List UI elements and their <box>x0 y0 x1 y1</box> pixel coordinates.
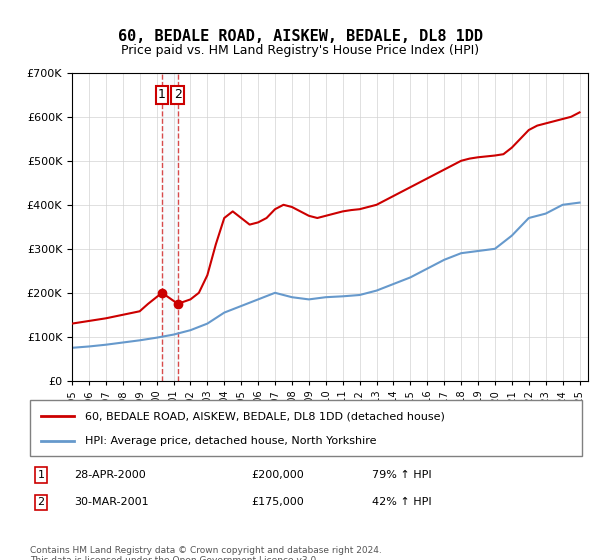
Text: £200,000: £200,000 <box>251 470 304 480</box>
Text: Contains HM Land Registry data © Crown copyright and database right 2024.
This d: Contains HM Land Registry data © Crown c… <box>30 546 382 560</box>
Bar <box>162 73 178 381</box>
FancyBboxPatch shape <box>30 400 582 456</box>
Text: 60, BEDALE ROAD, AISKEW, BEDALE, DL8 1DD: 60, BEDALE ROAD, AISKEW, BEDALE, DL8 1DD <box>118 29 482 44</box>
Text: 1: 1 <box>158 88 166 101</box>
Text: HPI: Average price, detached house, North Yorkshire: HPI: Average price, detached house, Nort… <box>85 436 377 446</box>
Text: 28-APR-2000: 28-APR-2000 <box>74 470 146 480</box>
Text: £175,000: £175,000 <box>251 497 304 507</box>
Text: 1: 1 <box>38 470 44 480</box>
Text: Price paid vs. HM Land Registry's House Price Index (HPI): Price paid vs. HM Land Registry's House … <box>121 44 479 57</box>
Text: 42% ↑ HPI: 42% ↑ HPI <box>372 497 432 507</box>
Text: 2: 2 <box>174 88 182 101</box>
Text: 79% ↑ HPI: 79% ↑ HPI <box>372 470 432 480</box>
Text: 60, BEDALE ROAD, AISKEW, BEDALE, DL8 1DD (detached house): 60, BEDALE ROAD, AISKEW, BEDALE, DL8 1DD… <box>85 411 445 421</box>
Text: 2: 2 <box>37 497 44 507</box>
Text: 30-MAR-2001: 30-MAR-2001 <box>74 497 149 507</box>
